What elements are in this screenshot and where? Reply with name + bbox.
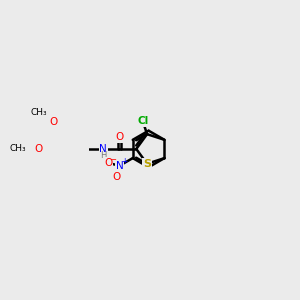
Text: −: −	[109, 155, 116, 164]
Text: O: O	[34, 144, 42, 154]
Text: CH₃: CH₃	[9, 145, 26, 154]
Text: Cl: Cl	[137, 116, 148, 126]
Text: CH₃: CH₃	[30, 108, 47, 117]
Text: O: O	[104, 158, 112, 168]
Text: S: S	[143, 159, 151, 169]
Text: O: O	[115, 132, 124, 142]
Text: N: N	[116, 160, 124, 171]
Text: O: O	[50, 117, 58, 127]
Text: +: +	[121, 157, 127, 166]
Text: H: H	[100, 151, 106, 160]
Text: O: O	[112, 172, 120, 182]
Text: N: N	[100, 144, 107, 154]
